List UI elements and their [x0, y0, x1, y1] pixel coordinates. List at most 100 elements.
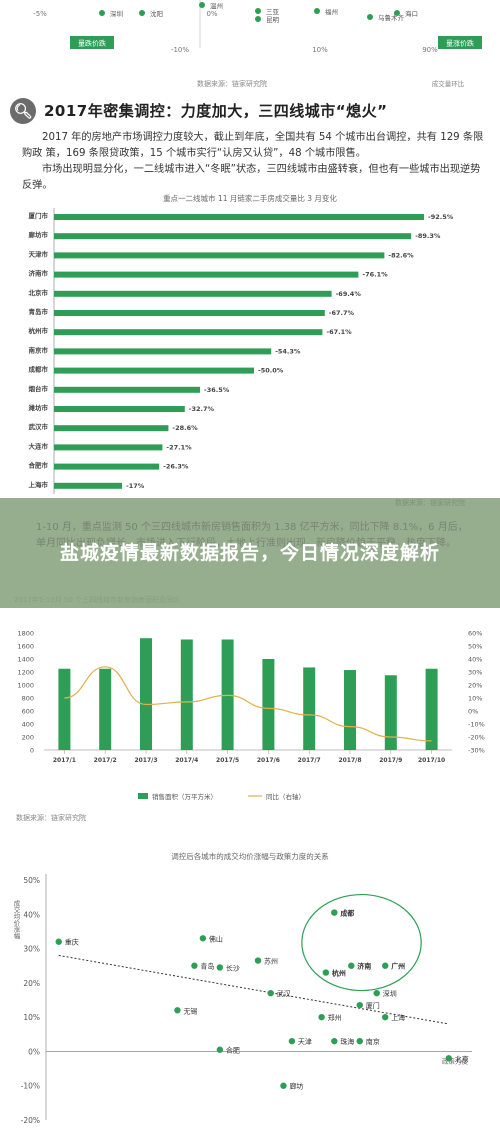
top-chart-city-label: 三亚 [266, 8, 280, 16]
scatter-point [348, 962, 355, 969]
scatter-point-label: 南京 [366, 1037, 380, 1046]
combo-bar [180, 639, 193, 750]
combo-right-tick: -30% [468, 747, 485, 755]
hbar-category-label: 合肥市 [28, 461, 49, 470]
combo-right-tick: 10% [468, 695, 482, 703]
scatter-y-tick: -20% [21, 1116, 40, 1125]
scatter-point [356, 1001, 363, 1009]
scatter-y-axis-label: 成交均价涨幅 [12, 899, 20, 941]
combo-right-tick: 50% [468, 643, 482, 651]
combo-left-tick: 800 [22, 695, 34, 703]
top-chart-tick-label: 90% [422, 46, 438, 54]
section-title: 2017年密集调控：力度加大，三四线城市“熄火” [44, 102, 388, 120]
top-chart-point [199, 2, 205, 8]
scatter-point-label: 武汉 [277, 989, 291, 998]
hbar-value-label: -67.7% [329, 309, 355, 317]
section-header: 🔍︎ 2017年密集调控：力度加大，三四线城市“熄火” [8, 98, 494, 132]
scatter-point-label: 郑州 [328, 1014, 342, 1022]
combo-x-label: 2017/7 [298, 757, 321, 764]
hbar-bar [54, 386, 200, 393]
top-chart-city-label: 沈阳 [150, 9, 163, 18]
combo-x-label: 2017/9 [379, 757, 402, 764]
scatter-point [445, 1055, 452, 1062]
hbar-bar [54, 348, 272, 355]
hbar-bar [54, 310, 325, 316]
hbar-category-label: 潍坊市 [29, 403, 49, 412]
combo-right-tick: 30% [468, 669, 482, 677]
hbar-category-label: 大连市 [29, 441, 49, 450]
combo-left-tick: 1800 [17, 630, 34, 638]
scatter-point [288, 1037, 296, 1045]
hbar-value-label: -92.5% [428, 213, 454, 221]
combo-legend-bar-swatch [138, 793, 148, 799]
headline-banner[interactable]: 1-10 月，重点监测 50 个三四线城市新房销售面积为 1.38 亿平方米，同… [0, 498, 500, 608]
hbar-category-label: 北京市 [29, 288, 49, 297]
combo-x-label: 2017/6 [257, 757, 280, 764]
intro-paragraph-1: 2017 年的房地产市场调控力度较大，截止到年底，全国共有 54 个城市出台调控… [22, 132, 484, 159]
scatter-point [216, 964, 224, 971]
hbar-category-label: 成都市 [29, 365, 49, 374]
hbar-category-label: 南京市 [29, 345, 49, 354]
banner-title: 盐城疫情最新数据报告，今日情况深度解析 [59, 542, 440, 564]
scatter-point-label: 长沙 [226, 963, 240, 972]
combo-left-tick: 1400 [17, 656, 34, 664]
scatter-chart-title: 调控后各城市的成交均价涨幅与政策力度的关系 [171, 852, 329, 861]
scatter-highlight-ellipse [301, 893, 422, 992]
top-chart-point [367, 14, 373, 20]
intro-paragraph: 2017 年的房地产市场调控力度较大，截止到年底，全国共有 54 个城市出台调控… [22, 130, 488, 194]
scatter-point [318, 1013, 325, 1021]
scatter-point [382, 1013, 389, 1021]
scatter-y-tick: 0% [28, 1047, 40, 1056]
hbar-value-label: -54.3% [275, 347, 301, 355]
hbar-bar [54, 444, 163, 451]
hbar-category-label: 厦门市 [29, 211, 49, 220]
hbar-chart: 厦门市 -92.5% 廊坊市 -89.3% 天津市 -82.6% 济南市 -76.1% 北京市 -… [28, 208, 465, 507]
combo-line [64, 666, 432, 742]
hbar-bar [54, 463, 160, 470]
top-chart-city-label: 深圳 [110, 9, 123, 18]
combo-x-label: 2017/2 [94, 757, 117, 764]
hbar-category-label: 杭州市 [29, 326, 49, 335]
combo-source: 数据来源：链家研究院 [16, 813, 86, 822]
scatter-point-label: 无锡 [183, 1006, 197, 1015]
combo-bar [221, 639, 234, 750]
combo-left-tick: 400 [22, 721, 34, 729]
hbar-category-label: 济南市 [29, 269, 49, 278]
combo-bar [344, 670, 356, 750]
scatter-point-label: 济南 [357, 962, 371, 971]
combo-bar [425, 668, 438, 750]
hbar-value-label: -28.6% [172, 424, 198, 432]
scatter-y-tick: 50% [23, 876, 40, 885]
combo-left-tick: 200 [22, 734, 34, 742]
hbar-category-label: 廊坊市 [29, 230, 49, 239]
top-chart-point [314, 8, 320, 14]
combo-x-label: 2017/3 [134, 757, 157, 764]
scatter-point-label: 重庆 [65, 938, 79, 947]
badge-left-text: 量跌价跌 [78, 39, 106, 48]
scatter-point-label: 成都 [340, 909, 354, 918]
badge-right [438, 36, 482, 49]
top-chart-source: 数据来源：链家研究院 [197, 79, 267, 88]
combo-left-tick: 1000 [17, 682, 34, 690]
scatter-point [373, 989, 380, 997]
combo-right-tick: -20% [468, 734, 485, 742]
combo-bar [58, 668, 71, 750]
top-chart-tick-label: 0% [206, 10, 217, 18]
hbar-bar [54, 329, 323, 336]
scatter-x-axis-label: 政策力度 [442, 1056, 469, 1065]
hbar-value-label: -17% [126, 482, 145, 490]
combo-left-tick: 1600 [17, 643, 34, 651]
combo-right-tick: 60% [468, 630, 482, 638]
top-chart-city-label: 福州 [325, 7, 338, 16]
scatter-y-tick: 20% [23, 979, 40, 988]
combo-right-tick: 20% [468, 682, 482, 690]
combo-left-tick: 0 [30, 747, 34, 755]
combo-bar [99, 668, 112, 750]
scatter-point-label: 苏州 [264, 957, 278, 966]
scatter-point [382, 962, 389, 969]
hbar-value-label: -76.1% [362, 271, 388, 279]
hbar-bar [54, 233, 412, 240]
top-chart-city-label: 温州 [210, 1, 223, 10]
combo-right-tick: 0% [468, 708, 478, 716]
